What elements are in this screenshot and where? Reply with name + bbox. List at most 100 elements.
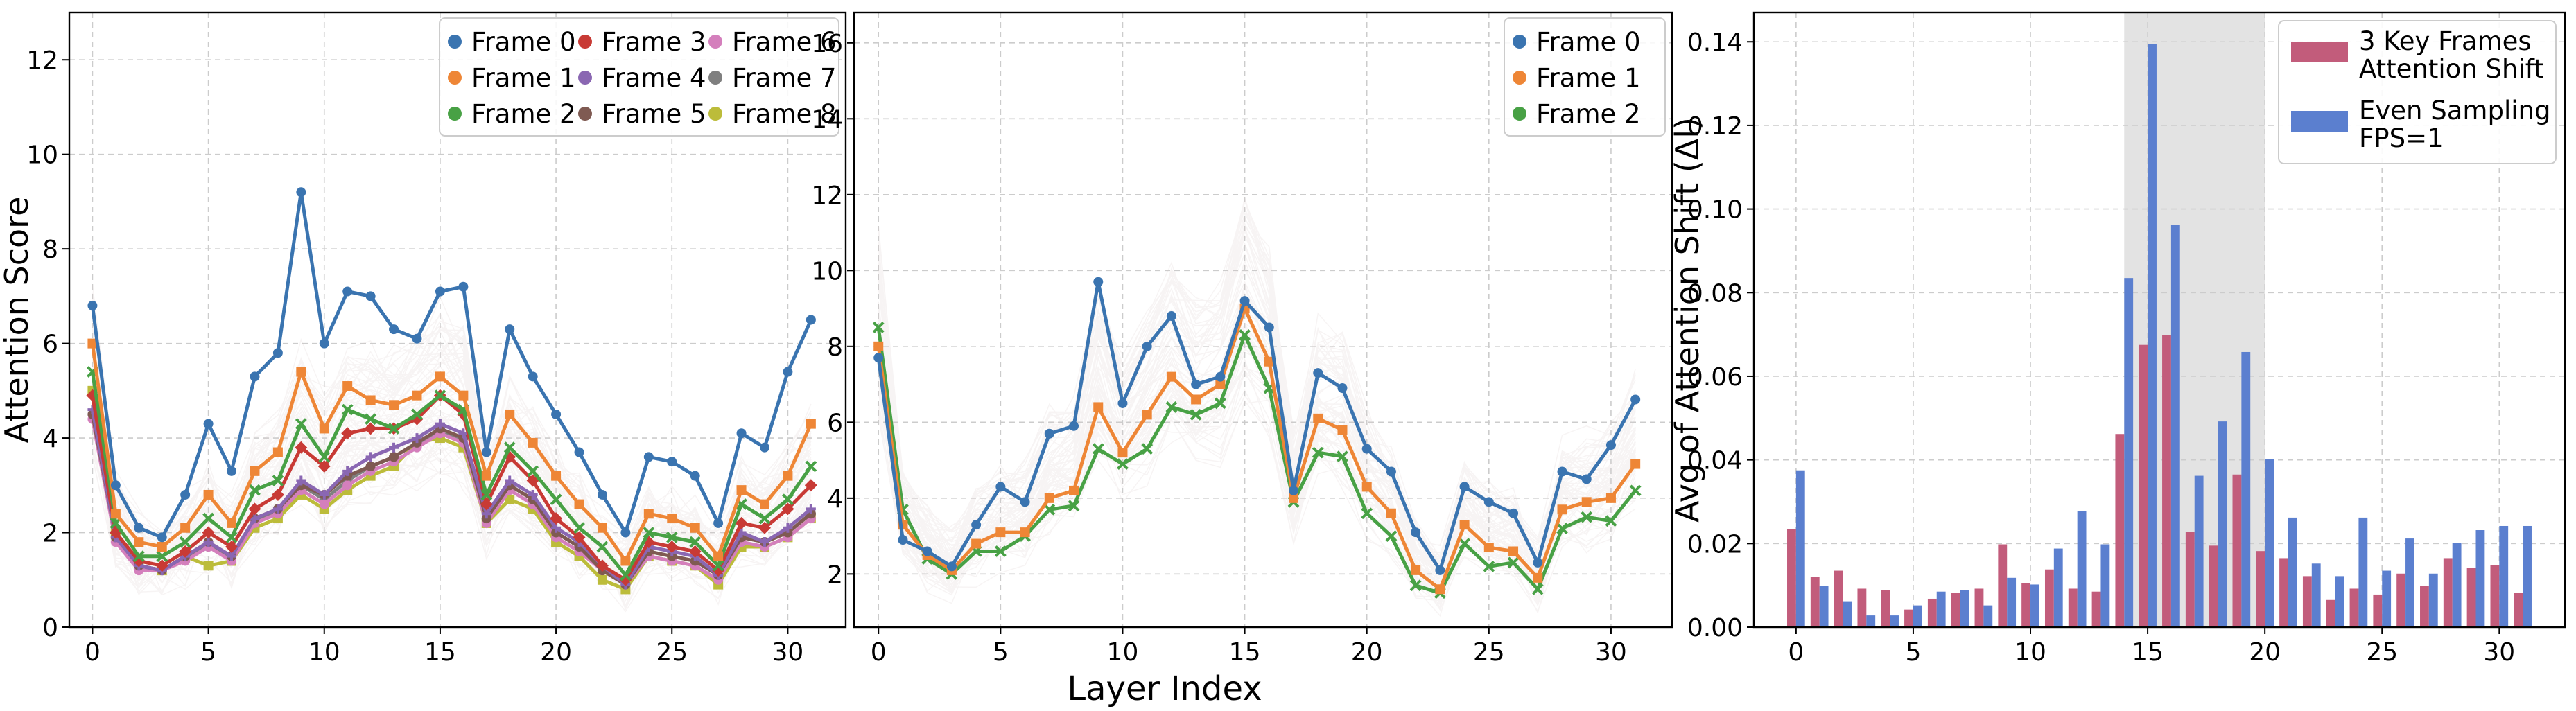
data-point (1117, 458, 1129, 470)
data-point (528, 489, 538, 500)
background-trace (878, 211, 1636, 564)
panel-1: 0 2 4 6 8 10 12 0 5 10 15 20 25 30 Attention Score Fram… (0, 11, 847, 667)
data-point (713, 518, 724, 528)
data-point (342, 466, 353, 476)
bar (2428, 573, 2438, 627)
bar (2044, 569, 2054, 627)
data-point (690, 471, 700, 481)
data-point (318, 450, 331, 463)
data-point (481, 471, 491, 481)
legend-label: Frame 0 (1536, 27, 1641, 57)
data-point (1508, 508, 1519, 518)
data-point (180, 523, 191, 533)
x-tick-label: 25 (656, 638, 688, 667)
background-trace (878, 234, 1636, 577)
legend-swatch (2291, 42, 2348, 62)
data-point (946, 561, 957, 572)
data-point (156, 550, 168, 563)
data-point (227, 466, 237, 476)
bar (1787, 529, 1796, 627)
background-trace (878, 263, 1636, 597)
data-point (1214, 397, 1226, 410)
data-point (505, 475, 515, 486)
background-trace (878, 227, 1636, 588)
data-point (1117, 448, 1128, 458)
data-point (1531, 583, 1544, 595)
data-point (1507, 556, 1520, 569)
data-point (1312, 446, 1324, 459)
legend-label: Attention Shift (2359, 54, 2544, 84)
legend-box (439, 17, 839, 137)
data-point (1289, 493, 1299, 503)
bar (2358, 517, 2368, 627)
bar (2382, 570, 2392, 627)
background-trace (92, 292, 812, 556)
data-point (434, 389, 446, 402)
data-point (1215, 379, 1226, 389)
background-trace (878, 242, 1636, 583)
data-point (597, 523, 607, 533)
y-tick-label: 8 (42, 236, 58, 264)
bar (1834, 570, 1843, 627)
data-point (643, 452, 654, 462)
data-point (1337, 425, 1348, 435)
axes-frame (1752, 11, 2566, 629)
data-point (365, 462, 376, 472)
legend-marker (448, 35, 462, 49)
data-point (1435, 565, 1445, 575)
data-point (179, 545, 192, 558)
legend-label: Frame 1 (1536, 63, 1641, 93)
data-point (1386, 466, 1396, 477)
series-frame-1 (87, 338, 816, 566)
bar (2241, 351, 2251, 627)
bar (2209, 545, 2218, 627)
data-point (1191, 379, 1201, 389)
bar (2185, 532, 2195, 627)
data-point (1093, 402, 1104, 412)
x-tick-label: 5 (1905, 638, 1921, 667)
legend-box (1504, 17, 1666, 137)
data-point (713, 551, 724, 561)
data-point (1337, 383, 1348, 394)
bar (2335, 576, 2344, 627)
data-point (365, 413, 377, 425)
data-point (550, 493, 562, 506)
data-point (994, 545, 1007, 557)
data-point (806, 419, 816, 429)
data-point (1533, 557, 1543, 568)
bar (1936, 591, 1946, 627)
data-point (620, 527, 631, 538)
x-tick-label: 30 (2483, 638, 2515, 667)
data-point (110, 509, 121, 519)
data-point (296, 367, 306, 377)
bar (1904, 609, 1913, 627)
data-point (1069, 421, 1079, 431)
data-point (783, 471, 793, 481)
legend-marker (708, 107, 722, 121)
legend-label: Frame 0 (471, 27, 576, 57)
data-point (389, 452, 399, 462)
data-point (342, 480, 353, 491)
legend-marker (708, 71, 722, 85)
data-point (573, 522, 585, 534)
data-point (643, 527, 655, 538)
legend-marker (578, 35, 592, 49)
bar (2030, 584, 2039, 627)
data-point (1459, 538, 1471, 550)
data-point (758, 521, 771, 534)
bar (2311, 563, 2321, 627)
data-point (1605, 515, 1617, 527)
x-tick-label: 20 (1351, 638, 1383, 667)
data-point (1385, 530, 1398, 543)
panel-3: 0.00 0.02 0.04 0.06 0.08 0.10 0.12 0.14 0 5 10 15 20… (1669, 11, 2566, 667)
bar (2256, 551, 2265, 627)
data-point (1483, 560, 1495, 572)
bar (2490, 565, 2500, 627)
x-tick-label: 5 (993, 638, 1009, 667)
data-point (389, 324, 399, 335)
bar (2265, 459, 2274, 627)
data-point (712, 559, 724, 572)
bar (2279, 558, 2288, 627)
data-point (435, 371, 445, 382)
data-point (873, 341, 884, 351)
